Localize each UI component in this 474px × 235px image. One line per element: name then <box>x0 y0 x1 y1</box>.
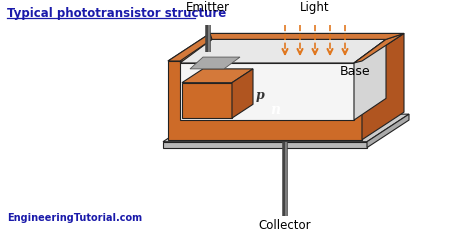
Polygon shape <box>180 39 386 63</box>
Polygon shape <box>367 114 409 148</box>
Polygon shape <box>232 69 253 118</box>
Polygon shape <box>163 114 409 142</box>
Text: EngineeringTutorial.com: EngineeringTutorial.com <box>7 213 142 223</box>
Polygon shape <box>168 33 404 61</box>
Polygon shape <box>362 33 404 140</box>
Polygon shape <box>182 83 232 118</box>
Text: Light: Light <box>300 1 330 14</box>
Text: Collector: Collector <box>259 219 311 232</box>
Polygon shape <box>190 57 240 69</box>
Polygon shape <box>168 33 212 61</box>
Text: Emitter: Emitter <box>186 1 230 14</box>
Text: Typical phototransistor structure: Typical phototransistor structure <box>7 7 226 20</box>
Polygon shape <box>180 63 354 120</box>
Polygon shape <box>354 39 386 120</box>
Polygon shape <box>182 69 253 83</box>
Polygon shape <box>210 33 404 39</box>
Polygon shape <box>168 61 362 140</box>
Polygon shape <box>163 142 367 148</box>
Text: Base: Base <box>340 65 371 78</box>
Polygon shape <box>354 33 404 63</box>
Text: n: n <box>203 94 212 107</box>
Text: p: p <box>255 89 264 102</box>
Text: n: n <box>270 103 280 117</box>
